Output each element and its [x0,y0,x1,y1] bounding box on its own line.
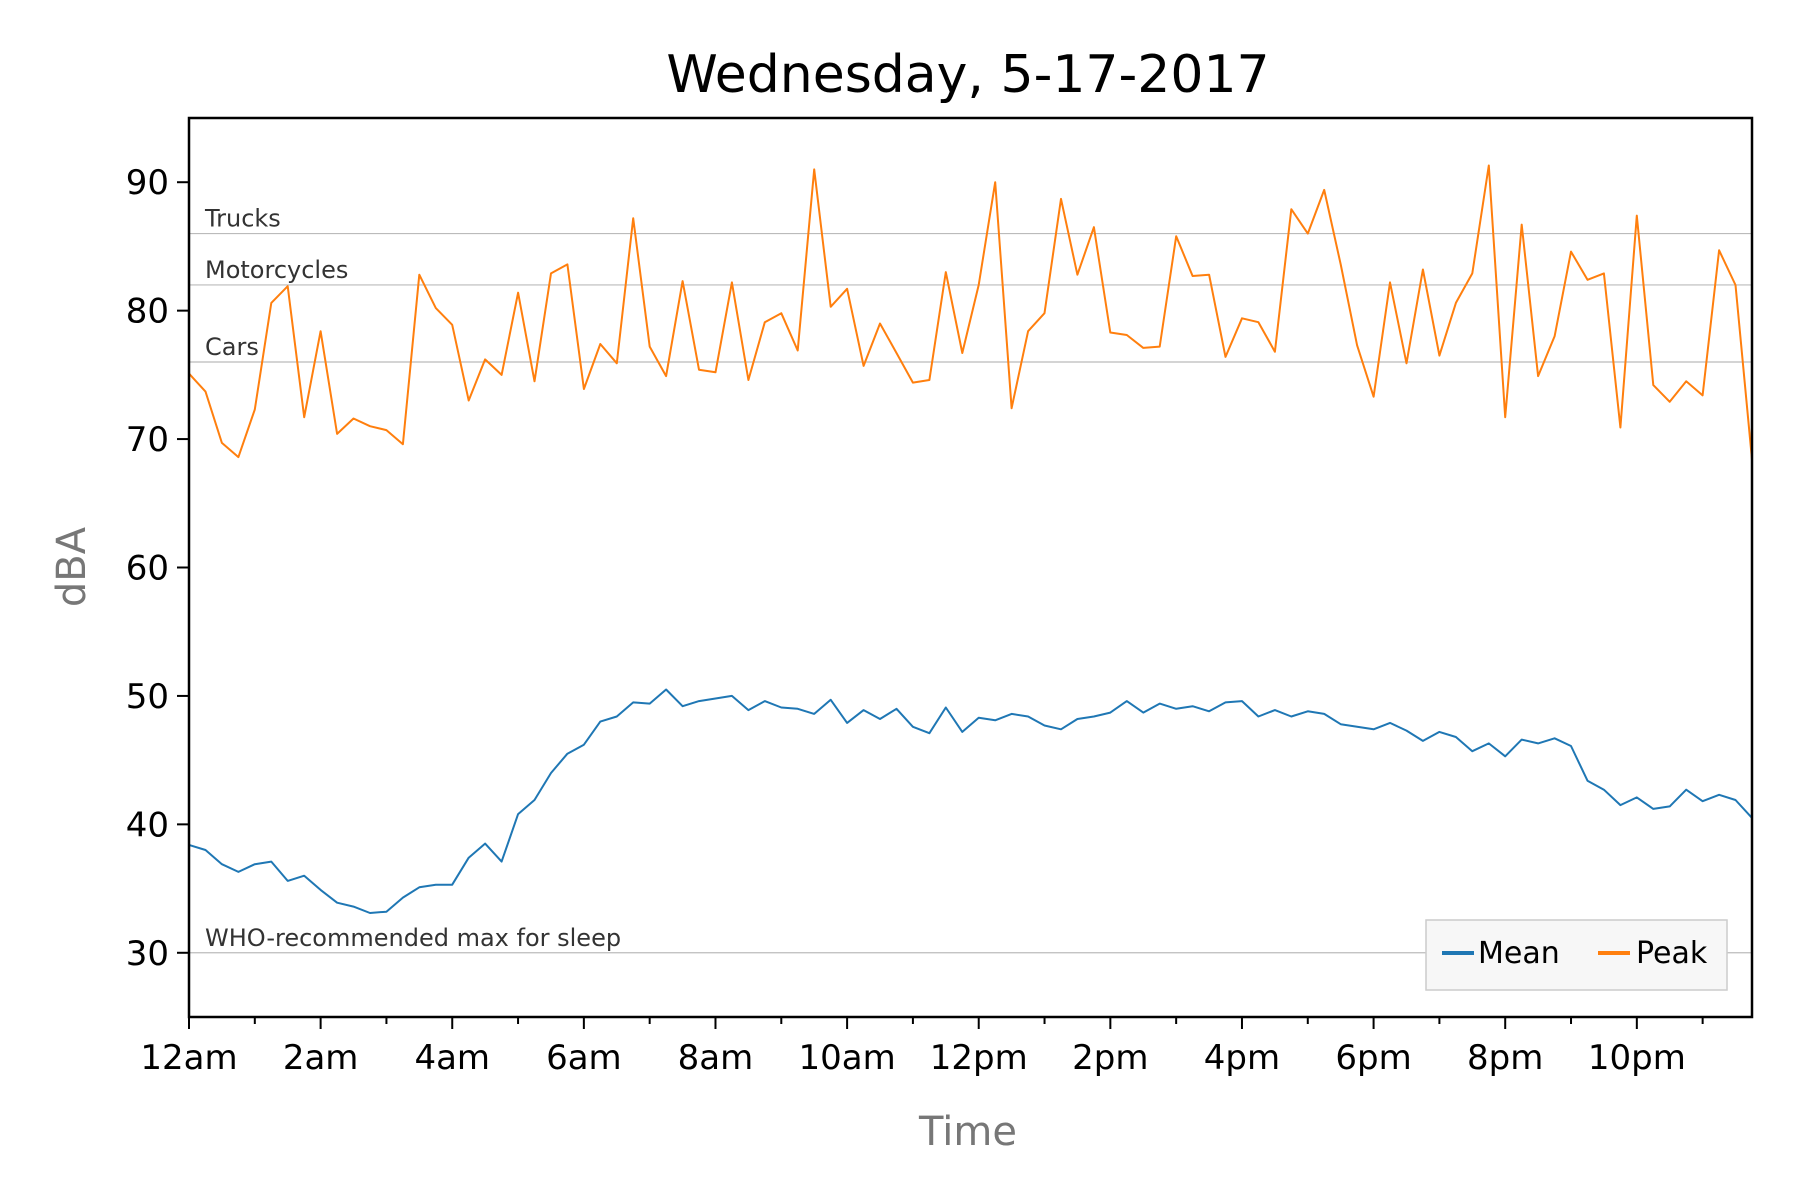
y-tick-label: 80 [126,292,169,332]
reference-line-label: WHO-recommended max for sleep [205,924,621,952]
y-axis-label: dBA [49,526,95,607]
x-tick-label: 6am [546,1038,622,1078]
legend-peak-label: Peak [1636,936,1708,971]
y-tick-label: 30 [126,934,169,974]
y-axis: 30 40 50 60 70 80 90 [126,163,189,974]
chart-title: Wednesday, 5-17-2017 [666,45,1269,105]
x-tick-label: 10pm [1588,1038,1686,1078]
legend-mean-label: Mean [1478,936,1560,971]
x-tick-label: 4am [414,1038,490,1078]
y-tick-label: 60 [126,549,169,589]
series-lines [188,164,1753,914]
series-line-peak [188,164,1753,460]
x-tick-label: 2am [283,1038,359,1078]
y-tick-label: 70 [126,420,169,460]
legend-box [1425,919,1728,991]
y-tick-label: 50 [126,677,169,717]
x-axis: 12am 2am 4am 6am 8am 10am 12pm 2pm 4pm 6pm 8pm 10pm [140,1017,1704,1078]
x-tick-label: 2pm [1072,1038,1148,1078]
x-tick-label: 12am [140,1038,237,1078]
x-tick-label: 6pm [1335,1038,1411,1078]
reference-line-label: Motorcycles [205,256,348,284]
y-tick-label: 40 [126,805,169,845]
x-axis-label: Time [918,1109,1017,1155]
plot-area [187,116,1754,1019]
x-tick-label: 12pm [930,1038,1028,1078]
x-tick-label: 4pm [1204,1038,1280,1078]
x-tick-label: 8pm [1467,1038,1543,1078]
y-tick-label: 90 [126,163,169,203]
reference-line-label: Cars [205,333,259,361]
x-tick-label: 10am [798,1038,895,1078]
x-tick-label: 8am [678,1038,754,1078]
reference-line-label: Trucks [204,205,281,233]
legend: Mean Peak [1425,919,1728,991]
series-line-mean [188,688,1753,914]
